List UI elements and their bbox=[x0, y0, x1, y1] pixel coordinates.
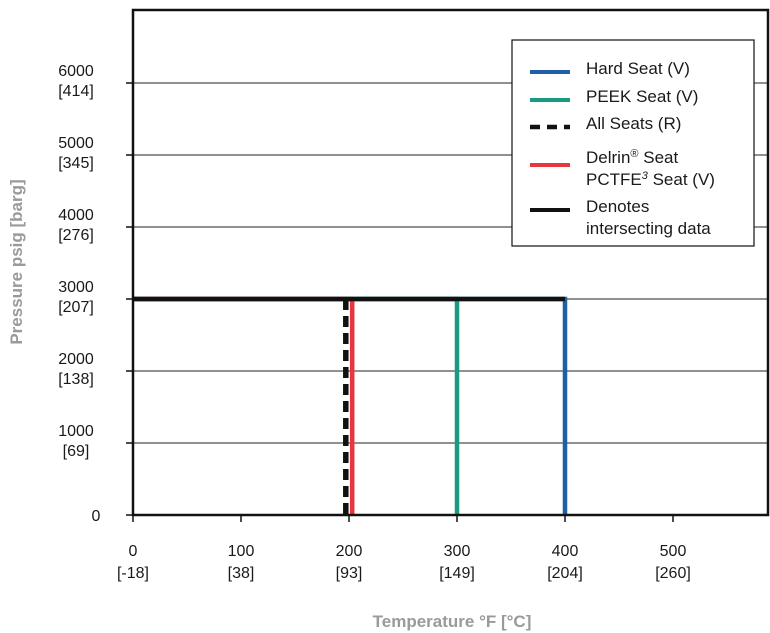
legend-label-4-0: Denotes bbox=[586, 197, 649, 216]
legend: Hard Seat (V) PEEK Seat (V) All Seats (R) D… bbox=[511, 39, 755, 247]
plot-frame bbox=[131, 8, 770, 517]
series-line-peek bbox=[133, 296, 460, 515]
y-tick-label-5: 5000 bbox=[58, 135, 94, 152]
y-tick-sublabel-3: [207] bbox=[58, 299, 94, 316]
x-tick-label-3: 300 bbox=[444, 543, 471, 560]
legend-label-3-1: PCTFE3 Seat (V) bbox=[586, 170, 715, 189]
legend-label-1-0: PEEK Seat (V) bbox=[586, 87, 698, 106]
legend-label-2-0: All Seats (R) bbox=[586, 114, 681, 133]
series-line-hard bbox=[133, 296, 568, 515]
x-tick-label-4: 400 bbox=[552, 543, 579, 560]
x-axis-title: Temperature °F [°C] bbox=[373, 612, 532, 631]
x-tick-label-0: 0 bbox=[129, 543, 138, 560]
x-tick-sublabel-1: [38] bbox=[228, 565, 255, 582]
y-tick-label-2: 2000 bbox=[58, 351, 94, 368]
legend-label-3-0: Delrin® Seat bbox=[586, 148, 678, 167]
series-lines bbox=[133, 296, 568, 515]
x-tick-label-1: 100 bbox=[228, 543, 255, 560]
legend-label-4-1: intersecting data bbox=[586, 219, 711, 238]
y-tick-sublabel-1: [69] bbox=[63, 443, 90, 460]
legend-label-0-0: Hard Seat (V) bbox=[586, 59, 690, 78]
y-tick-label-0: 0 bbox=[92, 508, 101, 525]
y-tick-sublabel-6: [414] bbox=[58, 83, 94, 100]
y-tick-label-3: 3000 bbox=[58, 279, 94, 296]
y-tick-label-1: 1000 bbox=[58, 423, 94, 440]
y-tick-sublabel-2: [138] bbox=[58, 371, 94, 388]
x-tick-sublabel-2: [93] bbox=[336, 565, 363, 582]
y-axis-title: Pressure psig [barg] bbox=[7, 179, 26, 344]
y-tick-label-4: 4000 bbox=[58, 207, 94, 224]
y-tick-label-6: 6000 bbox=[58, 63, 94, 80]
series-line-delrin bbox=[133, 296, 355, 515]
x-tick-sublabel-0: [-18] bbox=[117, 565, 149, 582]
y-tick-sublabel-4: [276] bbox=[58, 227, 94, 244]
y-tick-sublabel-5: [345] bbox=[58, 155, 94, 172]
x-tick-sublabel-3: [149] bbox=[439, 565, 475, 582]
x-tick-sublabel-5: [260] bbox=[655, 565, 691, 582]
x-tick-sublabel-4: [204] bbox=[547, 565, 583, 582]
x-tick-label-5: 500 bbox=[660, 543, 687, 560]
x-tick-label-2: 200 bbox=[336, 543, 363, 560]
axis-ticks: 01000[69]2000[138]3000[207]4000[276]5000… bbox=[58, 63, 691, 582]
